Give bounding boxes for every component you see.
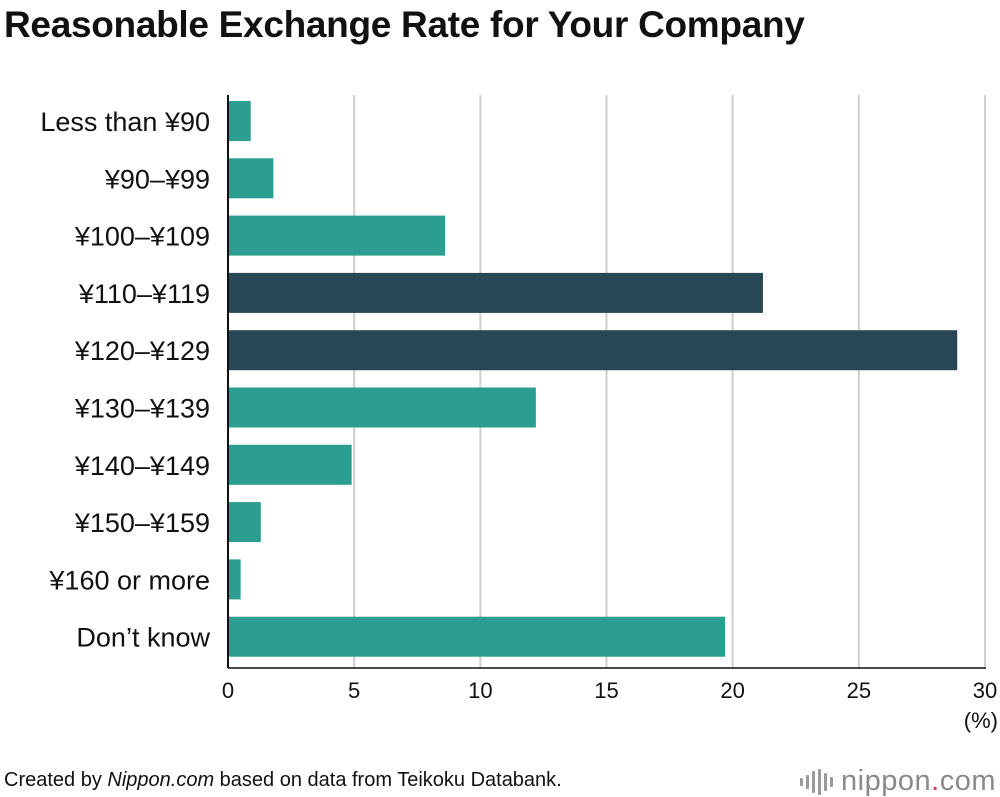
source-brand: Nippon.com <box>107 769 215 791</box>
category-label: ¥150–¥159 <box>74 508 210 538</box>
bar <box>228 158 274 199</box>
source-prefix: Created by <box>4 769 108 791</box>
source-suffix: based on data from Teikoku Databank. <box>214 769 562 791</box>
category-label: ¥140–¥149 <box>74 451 210 481</box>
x-tick-label: 0 <box>222 678 234 703</box>
bar <box>228 330 958 371</box>
category-label: ¥90–¥99 <box>104 164 210 194</box>
category-label: ¥110–¥119 <box>78 279 210 309</box>
gridlines <box>353 95 986 668</box>
x-tick-label: 10 <box>468 678 492 703</box>
category-label: ¥160 or more <box>48 565 210 595</box>
bar <box>228 444 352 485</box>
category-label: Less than ¥90 <box>40 107 210 137</box>
x-tick-label: 15 <box>594 678 618 703</box>
x-tick-labels: 0 5 10 15 20 25 30 <box>222 678 997 703</box>
bar <box>228 215 446 256</box>
x-tick-label: 30 <box>973 678 997 703</box>
category-label: ¥100–¥109 <box>74 222 210 252</box>
logo-wordmark: nippon.com <box>841 765 996 797</box>
category-label: ¥130–¥139 <box>74 394 210 424</box>
axes <box>227 95 986 669</box>
nippon-logo: nippon.com <box>800 767 996 796</box>
bar <box>228 502 261 543</box>
category-label: ¥120–¥129 <box>74 336 210 366</box>
x-tick-label: 20 <box>720 678 744 703</box>
bar <box>228 101 251 141</box>
source-note: Created by Nippon.com based on data from… <box>4 769 562 792</box>
bar <box>228 387 536 428</box>
sound-wave-icon <box>800 768 834 795</box>
bars <box>228 101 958 657</box>
bar <box>228 616 726 657</box>
category-label: Don’t know <box>76 623 210 653</box>
chart-title: Reasonable Exchange Rate for Your Compan… <box>4 4 805 45</box>
x-tick-label: 5 <box>348 678 360 703</box>
bar <box>228 559 241 600</box>
category-labels: Less than ¥90 ¥90–¥99 ¥100–¥109 ¥110–¥119 ¥1… <box>40 107 210 653</box>
x-unit-label: (%) <box>964 708 998 733</box>
x-tick-label: 25 <box>847 678 871 703</box>
bar <box>228 272 763 313</box>
